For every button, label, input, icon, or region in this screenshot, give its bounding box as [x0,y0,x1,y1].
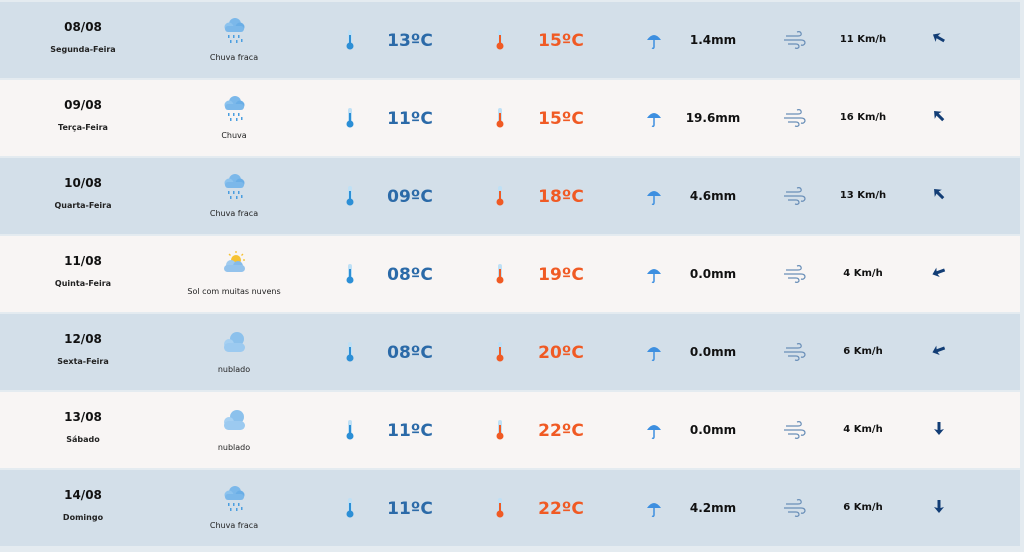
precipitation: 19.6mm [685,111,741,125]
date: 13/08 [64,410,102,424]
precipitation: 4.6mm [689,189,737,203]
forecast-row: 08/08 Segunda-Feira Chuva fraca 13ºC 15º… [0,2,1020,78]
precipitation: 0.0mm [689,267,737,281]
wind-speed: 13 Km/h [839,190,887,201]
forecast-row: 12/08 Sexta-Feira nublado 08ºC 20ºC 0.0m… [0,314,1020,390]
max-temperature: 20ºC [538,343,584,363]
weekday: Quarta-Feira [54,201,112,210]
wind-direction-arrow-icon [931,498,947,518]
min-temperature: 09ºC [387,187,433,207]
forecast-row: 14/08 Domingo Chuva fraca 11ºC 22ºC 4.2m… [0,470,1020,546]
forecast-row: 09/08 Terça-Feira Chuva 11ºC 15ºC 19.6mm… [0,80,1020,156]
max-temperature: 18ºC [538,187,584,207]
date: 10/08 [64,176,102,190]
date: 08/08 [64,20,102,34]
rain-cloud-icon [221,94,247,128]
thermometer-cold-icon [345,419,355,445]
min-temperature: 11ºC [387,499,433,519]
cloud-icon [221,328,247,362]
wind-icon [784,420,806,444]
rain-cloud-icon [221,484,247,518]
condition: Chuva fraca [209,53,259,62]
min-temperature: 13ºC [387,31,433,51]
wind-direction-arrow-icon [931,108,947,128]
wind-speed: 6 Km/h [843,502,883,513]
umbrella-icon [646,344,662,366]
condition: nublado [217,365,251,374]
wind-speed: 4 Km/h [843,424,883,435]
max-temperature: 19ºC [538,265,584,285]
weekday: Terça-Feira [58,123,108,132]
weekday: Sexta-Feira [57,357,109,366]
date: 11/08 [64,254,102,268]
thermometer-cold-icon [345,263,355,289]
max-temperature: 22ºC [538,499,584,519]
thermometer-hot-icon [495,497,505,523]
rain-cloud-icon [221,16,247,50]
forecast-row: 11/08 Quinta-Feira Sol com muitas nuvens… [0,236,1020,312]
condition: Chuva fraca [209,521,259,530]
wind-direction-arrow-icon [931,342,947,362]
umbrella-icon [646,422,662,444]
wind-direction-arrow-icon [931,186,947,206]
wind-speed: 4 Km/h [843,268,883,279]
condition: nublado [217,443,251,452]
weekday: Sábado [66,435,100,444]
thermometer-cold-icon [345,107,355,133]
min-temperature: 08ºC [387,265,433,285]
condition: Chuva [221,131,247,140]
condition: Sol com muitas nuvens [187,287,281,296]
rain-cloud-icon [221,172,247,206]
wind-icon [784,264,806,288]
thermometer-hot-icon [495,263,505,289]
wind-icon [784,342,806,366]
sun-cloud-icon [221,250,247,284]
cloud-icon [221,406,247,440]
weekday: Domingo [62,513,104,522]
umbrella-icon [646,188,662,210]
date: 14/08 [64,488,102,502]
thermometer-hot-icon [495,185,505,211]
wind-direction-arrow-icon [931,30,947,50]
date: 12/08 [64,332,102,346]
wind-speed: 16 Km/h [839,112,887,123]
umbrella-icon [646,266,662,288]
wind-speed: 6 Km/h [843,346,883,357]
weekday: Quinta-Feira [54,279,112,288]
min-temperature: 11ºC [387,421,433,441]
umbrella-icon [646,32,662,54]
weekday: Segunda-Feira [50,45,116,54]
date: 09/08 [64,98,102,112]
wind-icon [784,498,806,522]
thermometer-hot-icon [495,107,505,133]
wind-icon [784,30,806,54]
forecast-row: 13/08 Sábado nublado 11ºC 22ºC 0.0mm 4 K… [0,392,1020,468]
thermometer-cold-icon [345,497,355,523]
thermometer-hot-icon [495,341,505,367]
min-temperature: 08ºC [387,343,433,363]
thermometer-hot-icon [495,419,505,445]
max-temperature: 22ºC [538,421,584,441]
precipitation: 0.0mm [689,423,737,437]
wind-direction-arrow-icon [931,264,947,284]
min-temperature: 11ºC [387,109,433,129]
wind-icon [784,108,806,132]
max-temperature: 15ºC [538,109,584,129]
precipitation: 0.0mm [689,345,737,359]
forecast-row: 10/08 Quarta-Feira Chuva fraca 09ºC 18ºC… [0,158,1020,234]
condition: Chuva fraca [209,209,259,218]
max-temperature: 15ºC [538,31,584,51]
wind-icon [784,186,806,210]
wind-speed: 11 Km/h [839,34,887,45]
precipitation: 1.4mm [689,33,737,47]
thermometer-hot-icon [495,29,505,55]
wind-direction-arrow-icon [931,420,947,440]
thermometer-cold-icon [345,29,355,55]
precipitation: 4.2mm [689,501,737,515]
umbrella-icon [646,110,662,132]
thermometer-cold-icon [345,341,355,367]
umbrella-icon [646,500,662,522]
thermometer-cold-icon [345,185,355,211]
